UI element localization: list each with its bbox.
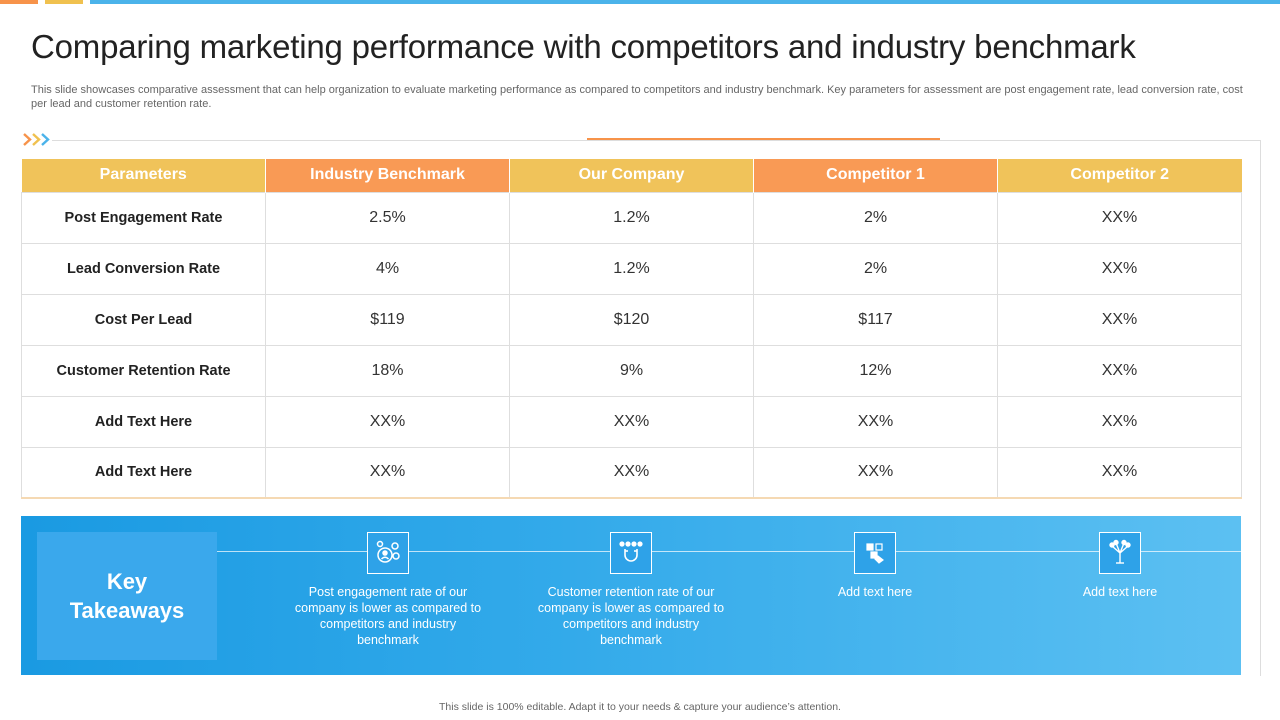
table-row: Post Engagement Rate 2.5% 1.2% 2% XX% [21,191,1242,244]
frame-line-right [1260,140,1261,676]
orange-accent-line [587,138,940,140]
cell-industry-benchmark: 4% [265,242,510,295]
frame-line-top [52,140,1260,141]
cell-industry-benchmark: $119 [265,293,510,346]
cell-industry-benchmark: 18% [265,344,510,397]
table-row: Add Text Here XX% XX% XX% XX% [21,395,1242,448]
top-accent-bar [0,0,1280,4]
chevron-arrows-icon [23,133,50,146]
cell-industry-benchmark: 2.5% [265,191,510,244]
header-industry-benchmark: Industry Benchmark [265,159,510,192]
cell-competitor-1: XX% [753,395,998,448]
cell-competitor-2: XX% [997,191,1242,244]
comparison-table: Parameters Industry Benchmark Our Compan… [21,159,1242,499]
row-parameter: Cost Per Lead [21,293,266,346]
takeaway-text-2: Customer retention rate of our company i… [537,585,725,647]
row-parameter: Add Text Here [21,395,266,448]
table-row: Cost Per Lead $119 $120 $117 XX% [21,293,1242,346]
cell-competitor-2: XX% [997,293,1242,346]
row-parameter: Lead Conversion Rate [21,242,266,295]
row-parameter: Customer Retention Rate [21,344,266,397]
cell-our-company: XX% [509,395,754,448]
cell-our-company: 1.2% [509,191,754,244]
people-network-icon [367,532,409,574]
cell-our-company: XX% [509,446,754,499]
takeaway-item-1: Post engagement rate of our company is l… [288,532,488,648]
cell-competitor-2: XX% [997,242,1242,295]
row-parameter: Post Engagement Rate [21,191,266,244]
table-row: Add Text Here XX% XX% XX% XX% [21,446,1242,499]
header-our-company: Our Company [509,159,754,192]
hand-blocks-icon [854,532,896,574]
top-accent-blue [90,0,1280,4]
header-competitor-2: Competitor 2 [997,159,1242,192]
table-row: Lead Conversion Rate 4% 1.2% 2% XX% [21,242,1242,295]
takeaway-text-3: Add text here [837,585,913,599]
table-header-row: Parameters Industry Benchmark Our Compan… [21,159,1242,192]
cell-competitor-2: XX% [997,446,1242,499]
header-parameters: Parameters [21,159,266,192]
key-takeaways-panel: Key Takeaways Post engagement rate of ou… [21,516,1241,675]
takeaway-text-4: Add text here [1082,585,1158,599]
takeaways-connector-line [217,551,1241,552]
cell-our-company: 9% [509,344,754,397]
page-title: Comparing marketing performance with com… [31,28,1136,65]
key-takeaways-title-box: Key Takeaways [37,532,217,660]
takeaway-text-1: Post engagement rate of our company is l… [294,585,482,647]
key-takeaways-title-line1: Key [106,569,148,594]
top-accent-orange [0,0,38,4]
cell-our-company: 1.2% [509,242,754,295]
footer-note: This slide is 100% editable. Adapt it to… [439,701,841,713]
cell-competitor-1: 2% [753,191,998,244]
table-row: Customer Retention Rate 18% 9% 12% XX% [21,344,1242,397]
chevron-right-icon [23,133,32,146]
cell-competitor-1: 2% [753,242,998,295]
cell-competitor-1: 12% [753,344,998,397]
cell-competitor-1: $117 [753,293,998,346]
chevron-right-icon [32,133,41,146]
takeaway-item-3: Add text here [775,532,975,600]
cell-industry-benchmark: XX% [265,446,510,499]
takeaway-item-4: Add text here [1020,532,1220,600]
magnet-people-icon [610,532,652,574]
chevron-right-icon [41,133,50,146]
takeaway-item-2: Customer retention rate of our company i… [531,532,731,648]
page-subtitle: This slide showcases comparative assessm… [31,84,1243,110]
cell-competitor-2: XX% [997,395,1242,448]
idea-network-icon [1099,532,1141,574]
cell-industry-benchmark: XX% [265,395,510,448]
top-accent-yellow [45,0,83,4]
cell-competitor-2: XX% [997,344,1242,397]
row-parameter: Add Text Here [21,446,266,499]
cell-competitor-1: XX% [753,446,998,499]
key-takeaways-title-line2: Takeaways [69,598,185,623]
key-takeaways-title: Key Takeaways [70,567,185,625]
header-competitor-1: Competitor 1 [753,159,998,192]
cell-our-company: $120 [509,293,754,346]
